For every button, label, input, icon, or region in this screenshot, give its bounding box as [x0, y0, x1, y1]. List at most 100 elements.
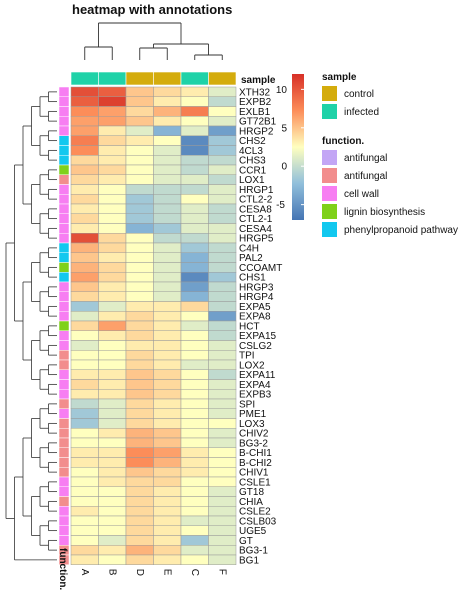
row-label: HRGP1: [239, 185, 274, 196]
heatmap-cell: [180, 233, 209, 244]
heatmap-cell: [153, 515, 182, 526]
heatmap-cell: [208, 554, 237, 565]
heatmap-cell: [98, 496, 127, 507]
heatmap-cell: [153, 96, 182, 107]
heatmap-cell: [180, 506, 209, 517]
function-annotation-cell: [58, 457, 70, 468]
heatmap-cell: [70, 86, 99, 97]
row-label: TPI: [239, 351, 255, 362]
heatmap-cell: [70, 272, 99, 283]
sample-annotation-label: sample: [241, 75, 276, 86]
function-annotation-cell: [58, 408, 70, 419]
function-annotation-cell: [58, 135, 70, 146]
row-label: BG3-1: [239, 546, 268, 557]
function-annotation-cell: [58, 418, 70, 429]
heatmap-cell: [208, 281, 237, 292]
heatmap-cell: [125, 272, 154, 283]
heatmap-cell: [153, 213, 182, 224]
heatmap-cell: [153, 281, 182, 292]
heatmap-cell: [70, 369, 99, 380]
heatmap-cell: [98, 398, 127, 409]
heatmap-cell: [180, 174, 209, 185]
heatmap-cell: [98, 389, 127, 400]
row-label: CSLE2: [239, 507, 271, 518]
row-labels: XTH32EXPB2EXLB1GT72B1HRGP2CHS24CL3CHS3CC…: [239, 87, 282, 566]
row-label: CHS1: [239, 273, 266, 284]
heatmap-cell: [180, 223, 209, 234]
row-label: GT72B1: [239, 117, 277, 128]
heatmap-cell: [180, 106, 209, 117]
heatmap-cell: [180, 194, 209, 205]
sample-annotation-cell: [180, 71, 209, 86]
function-annotation-cell: [58, 301, 70, 312]
function-legend-label: lignin biosynthesis: [344, 207, 425, 218]
heatmap-cell: [70, 447, 99, 458]
heatmap-cell: [70, 340, 99, 351]
heatmap-cell: [70, 437, 99, 448]
heatmap-cell: [125, 125, 154, 136]
row-label: BG1: [239, 555, 259, 566]
function-annotation-cell: [58, 320, 70, 331]
function-legend: function. antifungal antifungal cell wall l…: [322, 136, 458, 237]
sample-legend-swatch: [322, 104, 337, 119]
heatmap-cell: [70, 496, 99, 507]
heatmap-cell: [153, 398, 182, 409]
heatmap-cell: [208, 535, 237, 546]
heatmap-cell: [208, 252, 237, 263]
function-legend-title: function.: [322, 136, 364, 147]
heatmap-cell: [125, 496, 154, 507]
heatmap-cell: [70, 457, 99, 468]
row-label: EXPA5: [239, 302, 271, 313]
row-dendrogram: [5, 91, 57, 561]
heatmap-cell: [153, 203, 182, 214]
function-annotation-cell: [58, 525, 70, 536]
heatmap-cell: [153, 350, 182, 361]
heatmap-cell: [70, 116, 99, 127]
heatmap-cell: [180, 486, 209, 497]
heatmap-cell: [125, 86, 154, 97]
row-label: EXPB2: [239, 97, 272, 108]
heatmap-cell: [208, 408, 237, 419]
heatmap-cell: [208, 447, 237, 458]
function-annotation-cell: [58, 291, 70, 302]
heatmap-cell: [70, 467, 99, 478]
sample-annotation-cell: [70, 71, 99, 86]
sample-legend-swatch: [322, 86, 337, 101]
function-annotation-cell: [58, 350, 70, 361]
row-label: GT18: [239, 487, 264, 498]
function-annotation-cell: [58, 116, 70, 127]
heatmap-cell: [208, 86, 237, 97]
heatmap-cell: [153, 223, 182, 234]
function-annotation-cell: [58, 272, 70, 283]
function-annotation-cell: [58, 86, 70, 97]
heatmap-cell: [98, 350, 127, 361]
heatmap-cell: [153, 155, 182, 166]
heatmap-cell: [98, 486, 127, 497]
column-label: E: [161, 569, 172, 576]
heatmap-cell: [70, 194, 99, 205]
heatmap-cell: [70, 311, 99, 322]
heatmap-cell: [180, 272, 209, 283]
chart-title: heatmap with annotations: [72, 2, 232, 17]
heatmap-cell: [180, 428, 209, 439]
function-annotation-cell: [58, 359, 70, 370]
function-annotation-cell: [58, 389, 70, 400]
heatmap-cell: [208, 184, 237, 195]
heatmap-cell: [180, 515, 209, 526]
row-label: CHS3: [239, 156, 266, 167]
function-annotation-cell: [58, 281, 70, 292]
heatmap-cell: [208, 96, 237, 107]
row-label: HRGP4: [239, 292, 274, 303]
heatmap-cell: [180, 418, 209, 429]
heatmap-cell: [98, 515, 127, 526]
heatmap-cell: [180, 86, 209, 97]
heatmap-cell: [180, 330, 209, 341]
heatmap-cell: [153, 311, 182, 322]
heatmap-cell: [153, 320, 182, 331]
heatmap-cell: [98, 545, 127, 556]
heatmap-cell: [153, 457, 182, 468]
heatmap-cell: [70, 359, 99, 370]
heatmap-cell: [98, 281, 127, 292]
heatmap-cell: [98, 535, 127, 546]
heatmap-cell: [153, 408, 182, 419]
